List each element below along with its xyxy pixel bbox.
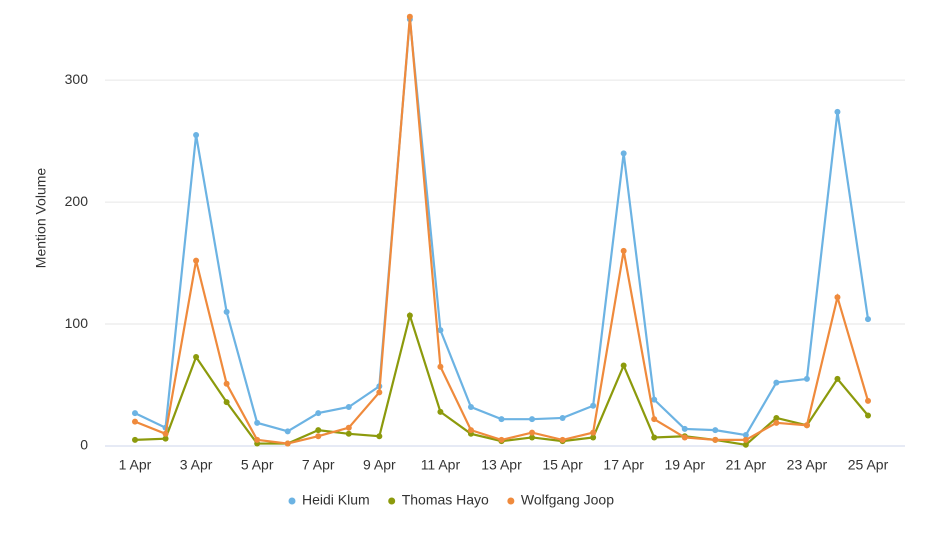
x-tick-label: 11 Apr bbox=[421, 457, 461, 473]
data-point bbox=[132, 418, 138, 425]
data-point bbox=[284, 428, 291, 435]
data-point bbox=[315, 433, 322, 440]
data-point bbox=[162, 430, 169, 437]
data-point bbox=[162, 435, 169, 442]
data-point bbox=[223, 308, 230, 315]
data-point bbox=[590, 434, 597, 441]
data-point bbox=[559, 414, 566, 421]
x-tick-label: 7 Apr bbox=[302, 457, 335, 473]
data-point bbox=[712, 436, 719, 443]
y-tick-label: 0 bbox=[80, 437, 88, 453]
data-point bbox=[437, 327, 444, 334]
x-tick-label: 13 Apr bbox=[481, 457, 522, 473]
data-point bbox=[223, 380, 230, 387]
data-point bbox=[834, 375, 841, 382]
x-tick-label: 19 Apr bbox=[665, 457, 706, 473]
data-point bbox=[773, 414, 780, 421]
data-point bbox=[406, 13, 413, 20]
data-point bbox=[406, 312, 413, 319]
data-point bbox=[865, 397, 871, 404]
x-tick-label: 1 Apr bbox=[119, 457, 152, 473]
data-point bbox=[132, 410, 138, 417]
data-point bbox=[651, 396, 658, 403]
data-point bbox=[467, 403, 474, 410]
data-point bbox=[773, 419, 780, 426]
data-point bbox=[620, 150, 627, 157]
data-point bbox=[315, 427, 322, 434]
data-point bbox=[742, 432, 749, 439]
data-point bbox=[529, 434, 536, 441]
data-point bbox=[529, 429, 536, 436]
y-axis-label: Mention Volume bbox=[33, 168, 49, 269]
data-point bbox=[742, 441, 749, 448]
data-point bbox=[712, 427, 719, 434]
data-point bbox=[620, 247, 627, 254]
data-point bbox=[834, 108, 841, 115]
legend-marker bbox=[388, 497, 396, 505]
data-point bbox=[376, 389, 383, 396]
data-point bbox=[254, 436, 261, 443]
legend-label: Heidi Klum bbox=[302, 492, 370, 508]
legend-label: Wolfgang Joop bbox=[521, 492, 614, 508]
data-point bbox=[865, 316, 871, 323]
y-tick-label: 100 bbox=[65, 315, 89, 331]
data-point bbox=[590, 429, 597, 436]
x-tick-label: 9 Apr bbox=[363, 457, 396, 473]
series-line bbox=[134, 19, 870, 437]
data-point bbox=[193, 132, 200, 139]
data-point bbox=[437, 408, 444, 415]
data-point bbox=[284, 440, 291, 447]
data-point bbox=[865, 412, 871, 419]
x-tick-label: 25 Apr bbox=[848, 457, 889, 473]
legend-marker bbox=[288, 497, 296, 505]
legend-label: Thomas Hayo bbox=[402, 492, 489, 508]
data-point bbox=[803, 422, 810, 429]
y-tick-label: 200 bbox=[65, 193, 89, 209]
x-tick-label: 23 Apr bbox=[787, 457, 828, 473]
data-point bbox=[773, 379, 780, 386]
data-point bbox=[437, 363, 444, 370]
data-point bbox=[345, 424, 352, 431]
data-point bbox=[193, 353, 200, 360]
data-point bbox=[498, 436, 505, 443]
data-point bbox=[132, 436, 138, 443]
data-point bbox=[651, 434, 658, 441]
data-point bbox=[193, 257, 200, 264]
data-point bbox=[345, 430, 352, 437]
data-point bbox=[467, 427, 474, 434]
data-point bbox=[559, 436, 566, 443]
data-point bbox=[529, 416, 536, 423]
data-point bbox=[651, 416, 658, 423]
data-point bbox=[681, 434, 688, 441]
data-point bbox=[834, 294, 841, 301]
data-point bbox=[223, 399, 230, 406]
data-point bbox=[803, 375, 810, 382]
data-point bbox=[376, 433, 383, 440]
x-tick-label: 3 Apr bbox=[180, 457, 213, 473]
x-tick-label: 15 Apr bbox=[542, 457, 583, 473]
data-point bbox=[620, 362, 627, 369]
data-point bbox=[345, 403, 352, 410]
data-point bbox=[498, 416, 505, 423]
y-tick-label: 300 bbox=[65, 71, 89, 87]
data-point bbox=[315, 410, 322, 417]
legend-marker bbox=[507, 497, 515, 505]
x-tick-label: 5 Apr bbox=[241, 457, 274, 473]
data-point bbox=[254, 419, 261, 426]
data-point bbox=[681, 425, 688, 432]
data-point bbox=[590, 402, 597, 409]
data-point bbox=[742, 436, 749, 443]
x-tick-label: 21 Apr bbox=[726, 457, 767, 473]
x-tick-label: 17 Apr bbox=[603, 457, 644, 473]
